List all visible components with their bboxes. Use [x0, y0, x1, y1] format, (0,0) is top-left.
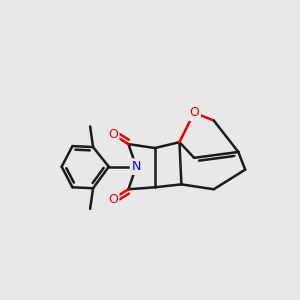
Text: N: N	[132, 160, 141, 173]
Text: O: O	[108, 193, 118, 206]
Text: O: O	[108, 128, 118, 141]
Text: O: O	[189, 106, 199, 119]
